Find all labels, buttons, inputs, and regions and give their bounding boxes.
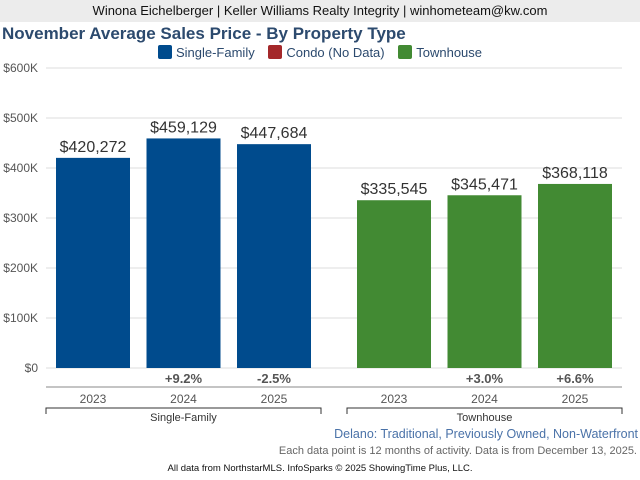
footer-credit: All data from NorthstarMLS. InfoSparks ©… — [167, 463, 473, 474]
legend: Single-Family Condo (No Data) Townhouse — [0, 45, 640, 60]
change-label: -2.5% — [257, 371, 291, 386]
y-tick-label: $300K — [3, 211, 38, 225]
legend-label: Townhouse — [416, 45, 483, 60]
x-tick-label: 2023 — [80, 392, 107, 406]
bar — [146, 138, 221, 368]
legend-swatch — [268, 45, 283, 59]
change-label: +6.6% — [556, 371, 594, 386]
bar — [56, 157, 130, 368]
y-tick-label: $400K — [3, 161, 38, 175]
change-label: +3.0% — [466, 371, 504, 386]
data-label: $368,118 — [542, 165, 608, 182]
legend-label: Condo (No Data) — [286, 45, 385, 60]
y-tick-label: $200K — [3, 261, 38, 275]
change-label: +9.2% — [165, 371, 203, 386]
data-note: Each data point is 12 months of activity… — [278, 445, 637, 457]
data-label: $459,129 — [150, 119, 217, 136]
data-label: $335,545 — [361, 181, 428, 198]
legend-item-townhouse[interactable]: Townhouse — [398, 45, 482, 60]
y-tick-label: $500K — [3, 111, 38, 125]
bar — [447, 195, 522, 368]
x-tick-label: 2024 — [170, 392, 197, 406]
data-label: $345,471 — [451, 176, 518, 193]
data-label: $420,272 — [60, 139, 127, 156]
agent-header: Winona Eichelberger | Keller Williams Re… — [0, 0, 640, 22]
legend-label: Single-Family — [175, 45, 255, 60]
y-tick-label: $600K — [3, 61, 38, 75]
bar — [237, 144, 311, 368]
group-bracket — [346, 407, 623, 414]
legend-item-single-family[interactable]: Single-Family — [157, 45, 255, 60]
data-label: $447,684 — [241, 125, 308, 142]
chart-title: November Average Sales Price - By Proper… — [2, 24, 406, 43]
x-tick-label: 2025 — [562, 392, 589, 406]
bar — [538, 183, 612, 368]
x-tick-label: 2025 — [261, 392, 288, 406]
x-tick-label: 2023 — [381, 392, 408, 406]
group-label: Townhouse — [457, 412, 513, 424]
group-label: Single-Family — [150, 412, 217, 424]
legend-swatch — [157, 45, 172, 59]
x-tick-label: 2024 — [471, 392, 498, 406]
legend-swatch — [398, 45, 413, 59]
y-tick-label: $100K — [3, 311, 38, 325]
bar — [357, 200, 431, 368]
legend-item-condo[interactable]: Condo (No Data) — [268, 45, 385, 60]
filter-subtitle: Delano: Traditional, Previously Owned, N… — [334, 427, 638, 441]
y-tick-label: $0 — [25, 361, 39, 375]
group-bracket — [45, 407, 322, 414]
